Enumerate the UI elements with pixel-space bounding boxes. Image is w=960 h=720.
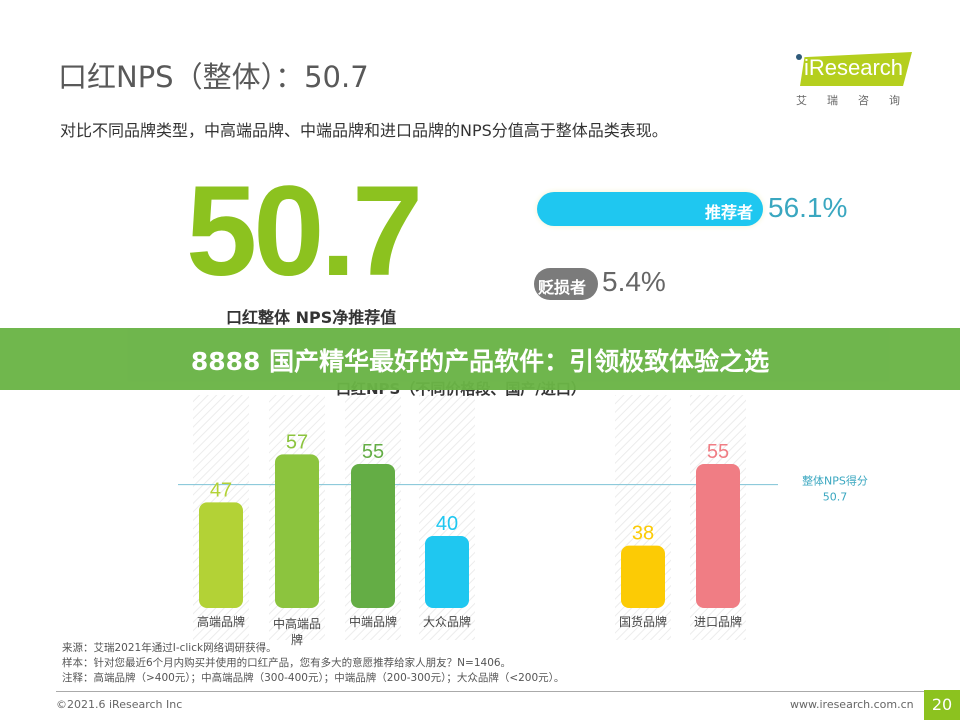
page-number: 20 xyxy=(924,690,960,720)
promoter-bar: 推荐者 xyxy=(537,192,763,226)
category-label: 国货品牌 xyxy=(619,614,667,629)
bar-value-label: 38 xyxy=(632,523,654,545)
promoter-label: 推荐者 xyxy=(704,203,753,222)
bar-0 xyxy=(199,502,243,608)
bar-3 xyxy=(425,536,469,608)
nps-label: 口红整体 NPS净推荐值 xyxy=(226,308,397,327)
bar-4 xyxy=(621,545,665,608)
detractor-label: 贬损者 xyxy=(538,278,587,297)
bar-value-label: 40 xyxy=(436,513,458,535)
bar-value-label: 55 xyxy=(707,441,729,463)
annotation-note: 注释：高端品牌（>400元）；中高端品牌（300-400元）；中端品牌（200-… xyxy=(62,672,565,684)
detractor-bar: 贬损者 xyxy=(534,268,598,300)
footer-divider xyxy=(56,691,960,692)
category-label: 高端品牌 xyxy=(197,614,245,629)
nps-big-value: 50.7 xyxy=(186,160,423,303)
category-label: 中高端品 xyxy=(273,616,321,631)
bar-value-label: 55 xyxy=(362,441,384,463)
bar-value-label: 47 xyxy=(210,479,232,501)
overlay-banner: 8888 国产精华最好的产品软件：引领极致体验之选 xyxy=(0,328,960,390)
reference-line-value: 50.7 xyxy=(823,491,848,504)
banner-text: 8888 国产精华最好的产品软件：引领极致体验之选 xyxy=(190,347,770,376)
sample-note: 样本：针对您最近6个月内购买并使用的口红产品，您有多大的意愿推荐给家人朋友？N=… xyxy=(62,657,512,669)
website: www.iresearch.com.cn xyxy=(790,698,914,711)
logo-text: iResearch xyxy=(804,55,904,80)
bar-value-label: 57 xyxy=(286,431,308,453)
bar-2 xyxy=(351,464,395,608)
reference-line-label: 整体NPS得分 xyxy=(802,474,868,488)
page-subtitle: 对比不同品牌类型，中高端品牌、中端品牌和进口品牌的NPS分值高于整体品类表现。 xyxy=(60,121,668,140)
bar-1 xyxy=(275,454,319,608)
category-label: 进口品牌 xyxy=(694,615,742,629)
detractor-value: 5.4% xyxy=(602,266,666,297)
copyright: ©2021.6 iResearch Inc xyxy=(56,698,183,711)
bar-5 xyxy=(696,464,740,608)
footnotes: 来源：艾瑞2021年通过I-click网络调研获得。 样本：针对您最近6个月内购… xyxy=(62,641,564,686)
category-label: 大众品牌 xyxy=(423,615,471,629)
promoter-value: 56.1% xyxy=(768,192,848,223)
iresearch-logo: iResearch 艾瑞咨询 xyxy=(792,52,914,112)
category-label-wrap: 牌 xyxy=(291,633,303,647)
category-label: 中端品牌 xyxy=(349,614,397,629)
logo-cn: 艾瑞咨询 xyxy=(796,94,920,107)
source-note: 来源：艾瑞2021年通过I-click网络调研获得。 xyxy=(62,642,277,654)
page-title: 口红NPS（整体）：50.7 xyxy=(58,60,369,94)
